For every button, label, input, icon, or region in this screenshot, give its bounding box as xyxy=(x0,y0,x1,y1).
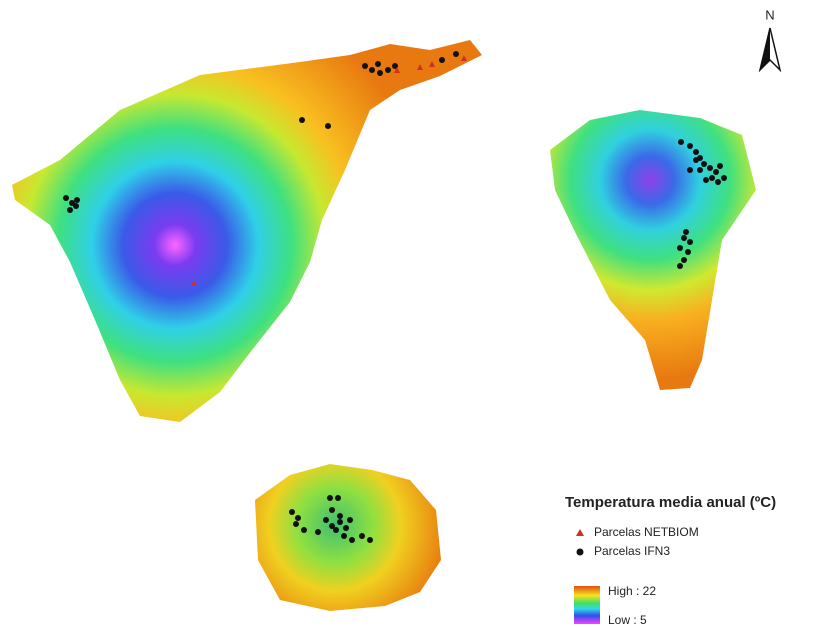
plot-ifn3 xyxy=(693,149,699,155)
plot-ifn3 xyxy=(701,161,707,167)
plot-ifn3 xyxy=(717,163,723,169)
plot-ifn3 xyxy=(73,203,79,209)
plot-ifn3 xyxy=(329,507,335,513)
plot-ifn3 xyxy=(289,509,295,515)
plot-ifn3 xyxy=(337,513,343,519)
plot-ifn3 xyxy=(677,263,683,269)
plot-ifn3 xyxy=(681,235,687,241)
plot-ifn3 xyxy=(678,139,684,145)
plot-ifn3 xyxy=(377,70,383,76)
plot-ifn3 xyxy=(337,519,343,525)
legend: Temperatura media anual (ºC) Parcelas NE… xyxy=(565,494,776,627)
plot-ifn3 xyxy=(299,117,305,123)
island-la-palma xyxy=(550,110,756,390)
legend-item: Parcelas IFN3 xyxy=(594,544,670,558)
legend-color-bar xyxy=(574,586,600,624)
plot-ifn3 xyxy=(713,169,719,175)
plot-ifn3 xyxy=(385,67,391,73)
legend-symbol-netbiom xyxy=(576,529,584,536)
plot-ifn3 xyxy=(327,495,333,501)
plot-ifn3 xyxy=(721,175,727,181)
legend-high: High : 22 xyxy=(608,584,656,598)
plot-ifn3 xyxy=(677,245,683,251)
plot-ifn3 xyxy=(335,495,341,501)
plot-ifn3 xyxy=(693,157,699,163)
plot-ifn3 xyxy=(687,239,693,245)
plot-ifn3 xyxy=(369,67,375,73)
plot-ifn3 xyxy=(685,249,691,255)
legend-title: Temperatura media anual (ºC) xyxy=(565,494,776,511)
plot-ifn3 xyxy=(301,527,307,533)
north-arrow: N xyxy=(760,7,780,70)
plot-ifn3 xyxy=(293,521,299,527)
plot-ifn3 xyxy=(715,179,721,185)
island-la-gomera xyxy=(255,464,441,611)
plot-ifn3 xyxy=(709,175,715,181)
plot-ifn3 xyxy=(341,533,347,539)
plot-ifn3 xyxy=(703,177,709,183)
plot-ifn3 xyxy=(343,525,349,531)
plot-ifn3 xyxy=(687,143,693,149)
plot-ifn3 xyxy=(323,517,329,523)
plot-ifn3 xyxy=(687,167,693,173)
plot-ifn3 xyxy=(295,515,301,521)
plot-ifn3 xyxy=(74,197,80,203)
north-arrow-fill xyxy=(760,28,770,70)
plot-ifn3 xyxy=(315,529,321,535)
legend-item: Parcelas NETBIOM xyxy=(594,525,699,539)
legend-symbol-ifn3 xyxy=(577,549,584,556)
plot-ifn3 xyxy=(697,167,703,173)
plot-ifn3 xyxy=(707,165,713,171)
plot-ifn3 xyxy=(683,229,689,235)
plot-ifn3 xyxy=(362,63,368,69)
plot-ifn3 xyxy=(333,527,339,533)
plot-ifn3 xyxy=(359,533,365,539)
plot-ifn3 xyxy=(347,517,353,523)
map: N Temperatura media anual (ºC) Parcelas … xyxy=(0,0,821,627)
plot-ifn3 xyxy=(63,195,69,201)
plot-ifn3 xyxy=(681,257,687,263)
legend-low: Low : 5 xyxy=(608,613,647,627)
island-tenerife xyxy=(12,40,482,422)
plot-ifn3 xyxy=(367,537,373,543)
plot-ifn3 xyxy=(453,51,459,57)
plot-ifn3 xyxy=(325,123,331,129)
plot-ifn3 xyxy=(349,537,355,543)
plot-ifn3 xyxy=(375,61,381,67)
plot-ifn3 xyxy=(67,207,73,213)
plot-ifn3 xyxy=(439,57,445,63)
north-label: N xyxy=(765,7,774,22)
